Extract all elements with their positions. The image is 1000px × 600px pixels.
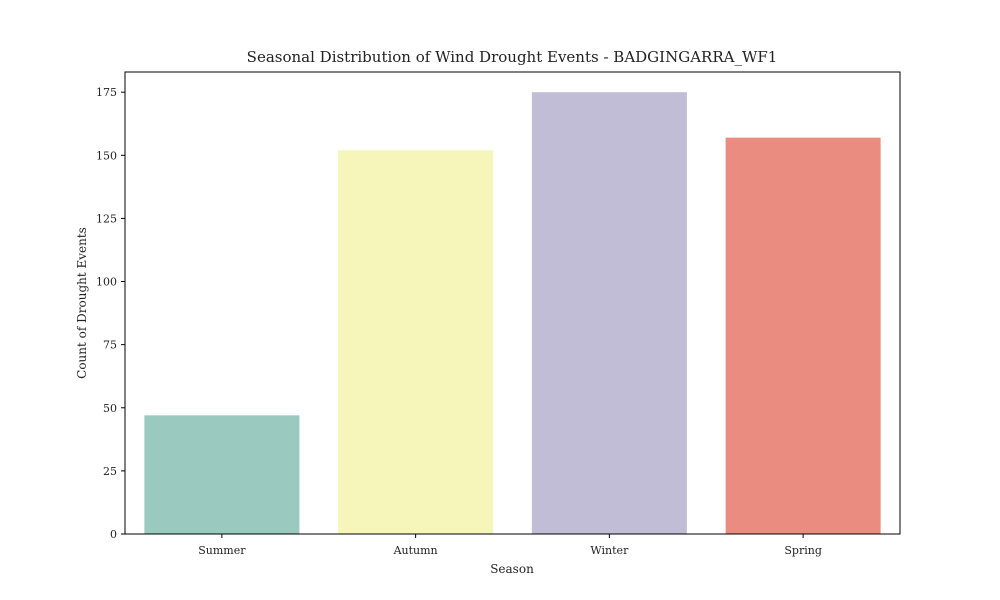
y-axis-label: Count of Drought Events: [75, 227, 89, 379]
x-tick-label: Autumn: [393, 544, 438, 557]
y-tick-label: 0: [110, 528, 117, 541]
bar-autumn: [338, 150, 494, 534]
y-axis-ticks: 0 25 50 75 100 125 150 175: [96, 86, 125, 541]
bars-group: [144, 92, 881, 535]
y-tick-label: 100: [96, 276, 117, 289]
bar-winter: [531, 92, 687, 535]
chart-title: Seasonal Distribution of Wind Drought Ev…: [247, 48, 778, 66]
y-tick-label: 125: [96, 212, 117, 225]
plot-frame: [124, 71, 901, 535]
x-tick-label: Spring: [784, 544, 821, 557]
x-tick-label: Winter: [590, 544, 629, 557]
x-axis-label: Season: [490, 562, 534, 576]
y-tick-label: 50: [103, 402, 117, 415]
y-tick-label: 25: [103, 465, 117, 478]
y-tick-label: 75: [103, 339, 117, 352]
y-tick-label: 150: [96, 149, 117, 162]
bar-spring: [725, 137, 881, 534]
bar-summer: [144, 415, 300, 534]
x-tick-label: Summer: [198, 544, 246, 557]
y-tick-label: 175: [96, 86, 117, 99]
x-axis-ticks: Summer Autumn Winter Spring: [198, 534, 822, 557]
